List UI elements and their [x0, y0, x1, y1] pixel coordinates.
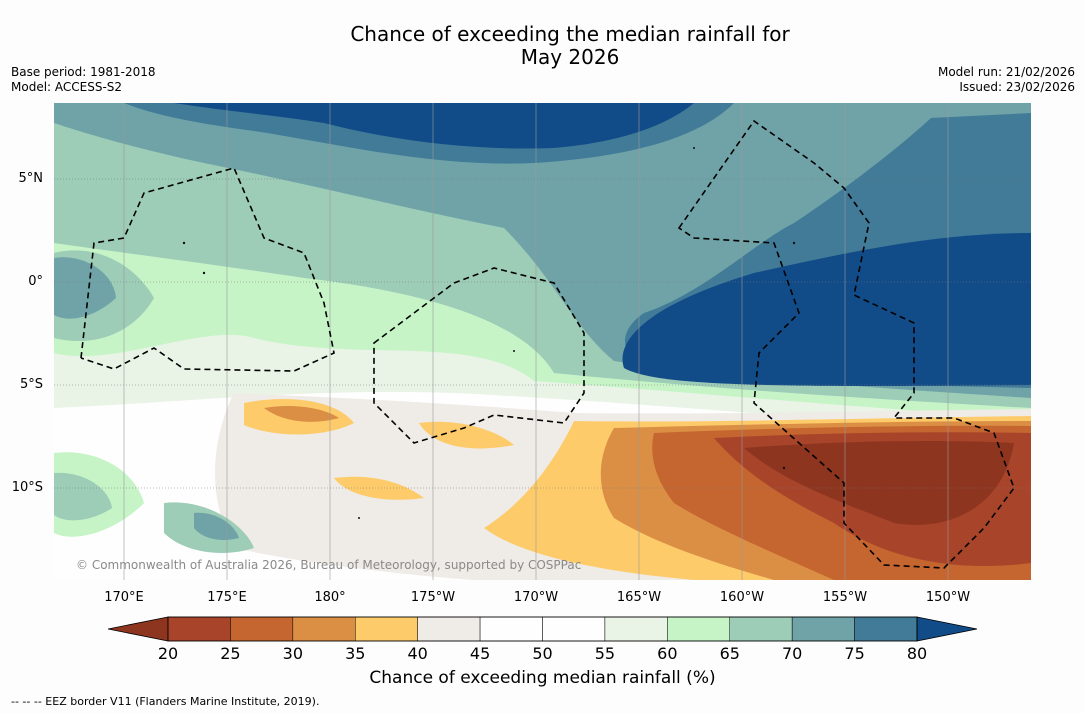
colorbar-tick-label: 65 [719, 644, 740, 663]
colorbar-tick-label: 30 [282, 644, 304, 663]
colorbar-tick-label: 25 [220, 644, 241, 663]
colorbar-tick-label: 50 [532, 644, 553, 663]
colorbar-cell [479, 616, 543, 642]
lon-label-175w: 175°W [410, 590, 456, 605]
colorbar-cell [167, 616, 231, 642]
colorbar-cell [542, 616, 606, 642]
colorbar-tick-label: 20 [157, 644, 179, 663]
copyright-text: © Commonwealth of Australia 2026, Bureau… [76, 558, 582, 572]
lon-label-170w: 170°W [513, 590, 559, 605]
lon-label-175e: 175°E [207, 590, 247, 605]
colorbar-tick-label: 45 [469, 644, 491, 663]
colorbar-high-extension [916, 616, 978, 642]
colorbar-cell [355, 616, 418, 642]
model-text: Model: ACCESS-S2 [11, 80, 123, 94]
lat-label-10s: 10°S [11, 480, 43, 495]
meta-right: Model run: 21/02/2026 Issued: 23/02/2026 [938, 65, 1075, 95]
lat-label-5n: 5°N [18, 171, 44, 186]
lat-label-5s: 5°S [19, 377, 43, 392]
colorbar-label: Chance of exceeding median rainfall (%) [369, 668, 716, 688]
model-run-text: Model run: 21/02/2026 [937, 65, 1075, 79]
colorbar-tick-label: 60 [657, 644, 678, 663]
map-title-line-1: Chance of exceeding the median rainfall … [350, 22, 790, 46]
lon-label-150w: 150°W [925, 590, 971, 605]
colorbar-cell [667, 616, 730, 642]
issued-text: Issued: 23/02/2026 [959, 80, 1075, 94]
colorbar-low-extension [108, 616, 169, 642]
island-dots [182, 147, 796, 519]
colorbar-tick-label: 40 [407, 644, 428, 663]
colorbar [108, 616, 978, 642]
colorbar-cell [292, 616, 356, 642]
rainfall-map [54, 103, 1031, 580]
eez-legend: -- -- -- EEZ border V11 (Flanders Marine… [11, 695, 320, 708]
colorbar-frame [167, 616, 918, 642]
colorbar-tick-label: 80 [906, 644, 928, 663]
lat-label-0: 0° [28, 274, 43, 289]
colorbar-tick-label: 75 [844, 644, 865, 663]
map-title-line-2: May 2026 [520, 45, 620, 69]
base-period-text: Base period: 1981-2018 [11, 65, 156, 79]
colorbar-cell [854, 616, 918, 642]
map-shading-layers [54, 103, 1031, 580]
colorbar-tick-label: 55 [594, 644, 616, 663]
map-gridlines [54, 178, 1031, 489]
eez-borders [80, 119, 1015, 569]
lon-label-165w: 165°W [616, 590, 662, 605]
lon-label-180: 180° [314, 590, 346, 605]
map-meridians [123, 103, 949, 580]
meta-left: Base period: 1981-2018 Model: ACCESS-S2 [11, 65, 156, 95]
colorbar-cell [604, 616, 668, 642]
colorbar-cell [417, 616, 481, 642]
colorbar-tick-label: 70 [781, 644, 803, 663]
lon-label-170e: 170°E [104, 590, 144, 605]
lon-label-160w: 160°W [719, 590, 765, 605]
lon-label-155w: 155°W [822, 590, 868, 605]
colorbar-cells [167, 616, 918, 642]
colorbar-tick-label: 35 [345, 644, 366, 663]
colorbar-cell [791, 616, 855, 642]
colorbar-cell [230, 616, 294, 642]
rainfall-map-svg [54, 103, 1031, 580]
colorbar-cell [729, 616, 793, 642]
